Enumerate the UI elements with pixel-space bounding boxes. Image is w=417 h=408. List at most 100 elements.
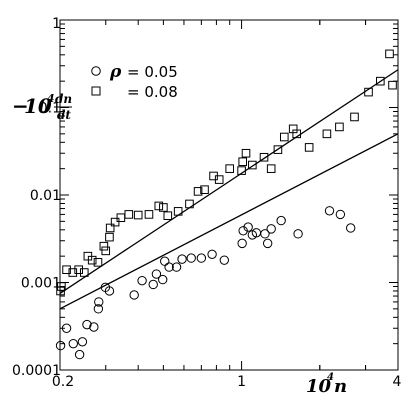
point-circle	[260, 229, 270, 239]
point-square	[116, 213, 126, 223]
point-circle	[177, 254, 187, 264]
legend-rho-symbol: ρ	[109, 62, 122, 82]
point-square	[124, 210, 134, 219]
x-axis-label: 10 4 n	[306, 372, 347, 397]
x-label-exp: 4	[327, 372, 334, 383]
point-square	[350, 112, 359, 122]
data-points	[55, 49, 397, 360]
y-label-sign: −	[12, 94, 29, 118]
point-square	[304, 143, 314, 152]
y-tick-label: 0.1	[39, 101, 61, 117]
point-circle	[158, 274, 168, 285]
point-square	[273, 145, 283, 154]
point-square	[163, 211, 173, 221]
fit-line-1	[59, 133, 399, 310]
plot-frame	[59, 19, 399, 371]
legend-marker-circle	[91, 66, 101, 76]
point-square	[279, 132, 289, 142]
point-square	[248, 160, 257, 170]
point-circle	[207, 249, 217, 260]
tick-labels: 0.2 1 4 1 0.1 0.01 0.001 0.0001	[12, 16, 402, 390]
y-tick-label: 0.001	[21, 276, 61, 292]
x-tick-label: 4	[393, 374, 402, 390]
point-square	[105, 232, 114, 242]
legend-entry-2: = 0.08	[127, 83, 178, 101]
point-circle	[104, 286, 115, 296]
point-circle	[160, 256, 170, 266]
point-square	[185, 199, 194, 209]
y-tick-label: 0.0001	[12, 363, 61, 379]
point-square	[99, 241, 109, 251]
point-circle	[77, 337, 88, 347]
point-square	[214, 175, 224, 184]
fit-line-2	[59, 69, 399, 294]
point-square	[266, 164, 276, 173]
point-square	[335, 122, 344, 132]
point-circle	[186, 253, 196, 263]
point-circle	[164, 262, 174, 272]
point-square	[133, 210, 143, 220]
point-circle	[196, 253, 207, 263]
x-tick-label: 1	[237, 374, 246, 390]
point-square	[101, 246, 111, 256]
y-label-coef: 10	[24, 94, 52, 118]
point-circle	[293, 229, 303, 239]
point-circle	[129, 290, 139, 300]
point-circle	[276, 215, 286, 226]
point-square	[193, 187, 203, 196]
point-circle	[137, 275, 147, 286]
point-square	[388, 80, 397, 90]
point-square	[105, 223, 115, 233]
point-square	[241, 148, 251, 158]
x-label-coef: 10	[306, 376, 332, 397]
point-square	[225, 164, 235, 173]
point-circle	[266, 224, 276, 234]
point-square	[364, 87, 373, 97]
point-square	[68, 268, 78, 277]
point-square	[62, 265, 71, 275]
point-square	[385, 49, 394, 59]
point-circle	[237, 238, 247, 249]
point-circle	[82, 319, 92, 330]
point-circle	[68, 338, 78, 349]
point-circle	[335, 209, 346, 220]
fit-lines	[59, 69, 399, 310]
point-circle	[219, 255, 230, 265]
point-square	[237, 166, 246, 175]
point-circle	[93, 304, 104, 314]
point-square	[322, 129, 332, 139]
legend-marker-square	[91, 86, 101, 96]
point-square	[79, 268, 89, 277]
y-tick-label: 0.01	[30, 188, 61, 204]
point-circle	[151, 269, 162, 279]
x-label-var: n	[334, 376, 347, 397]
y-axis-label: − 10 4 dn dt	[12, 92, 72, 122]
point-circle	[94, 297, 104, 307]
point-square	[238, 157, 248, 167]
point-circle	[324, 206, 335, 216]
point-circle	[148, 279, 158, 290]
point-square	[110, 217, 120, 227]
point-square	[74, 265, 83, 275]
point-circle	[89, 322, 99, 332]
point-square	[154, 201, 164, 211]
point-square	[93, 258, 103, 267]
point-circle	[262, 238, 273, 249]
legend: ρ = 0.05 = 0.08	[91, 62, 178, 101]
x-tick-label: 0.2	[52, 374, 74, 390]
point-square	[159, 203, 168, 212]
point-circle	[345, 223, 356, 233]
y-label-den: dt	[57, 108, 71, 122]
point-square	[87, 255, 97, 265]
point-square	[376, 76, 385, 86]
point-square	[200, 185, 209, 194]
point-square	[259, 152, 269, 162]
y-tick-label: 1	[52, 16, 61, 32]
point-circle	[171, 262, 182, 272]
point-square	[144, 210, 154, 219]
y-label-exp: 4	[47, 92, 55, 105]
point-circle	[74, 349, 85, 360]
point-circle	[243, 222, 253, 232]
point-square	[173, 207, 183, 216]
